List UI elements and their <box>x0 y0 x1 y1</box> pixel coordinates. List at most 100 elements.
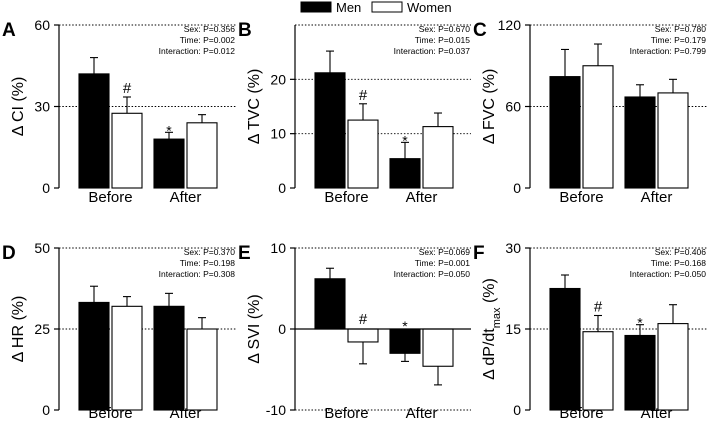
stats-text: Interaction: P=0.012 <box>159 46 236 56</box>
y-tick-label: 0 <box>42 402 50 418</box>
category-label: After <box>170 189 202 206</box>
bar-women-before <box>347 119 379 189</box>
bar-men-before <box>314 278 346 330</box>
y-tick-label: 60 <box>34 17 50 33</box>
bar-men-before <box>78 301 110 411</box>
annotation-star: * <box>402 318 408 334</box>
y-axis-label-main: Δ dP/dt <box>481 328 498 380</box>
stats-text: Sex: P=0.406 <box>655 247 707 257</box>
annotation-hash: # <box>359 311 368 328</box>
stats-text: Time: P=0.179 <box>651 35 706 45</box>
stats-text: Interaction: P=0.050 <box>394 269 471 279</box>
panel-letter: A <box>2 20 16 41</box>
y-tick-label: -10 <box>266 402 286 418</box>
category-label: Before <box>324 189 368 206</box>
bar-women-before <box>111 112 143 189</box>
bar-women-before <box>347 328 379 343</box>
annotation-star: * <box>402 132 408 148</box>
category-label: After <box>641 189 673 206</box>
legend: Men Women <box>300 0 452 15</box>
y-tick-label: 30 <box>34 99 50 115</box>
y-tick-label: 30 <box>505 240 521 256</box>
annotation-star: * <box>166 122 172 138</box>
bar-men-before <box>549 76 581 189</box>
stats-text: Time: P=0.168 <box>651 258 706 268</box>
y-tick-label: 10 <box>270 126 286 142</box>
bar-men-before <box>78 73 110 189</box>
stats-text: Interaction: P=0.037 <box>394 46 471 56</box>
category-label: After <box>641 405 673 422</box>
y-axis-label-suffix: (%) <box>481 278 498 307</box>
y-axis-label: Δ TVC (%) <box>246 69 263 145</box>
stats-text: Time: P=0.198 <box>180 258 235 268</box>
stats-text: Interaction: P=0.050 <box>630 269 707 279</box>
bar-women-after <box>657 92 689 189</box>
bar-men-after <box>389 158 421 189</box>
legend-swatch-women <box>371 1 403 13</box>
y-tick-label: 60 <box>505 99 521 115</box>
panel-letter: E <box>238 243 251 264</box>
category-label: Before <box>559 405 603 422</box>
y-axis-label-subscript: max <box>491 307 503 328</box>
y-axis-label: Δ FVC (%) <box>481 69 498 145</box>
bar-men-after <box>624 334 656 411</box>
bar-women-after <box>186 328 218 411</box>
panel-C: C Δ FVC (%) 0 60 120 Before After Sex: P=0.780T… <box>473 17 707 206</box>
y-axis-label: Δ HR (%) <box>10 296 27 363</box>
annotation-hash: # <box>594 299 603 316</box>
y-tick-label: 0 <box>513 402 521 418</box>
y-tick-label: 10 <box>270 240 286 256</box>
y-tick-label: 0 <box>513 180 521 196</box>
y-tick-label: 15 <box>505 321 521 337</box>
bar-women-after <box>657 323 689 411</box>
stats-text: Time: P=0.002 <box>180 35 235 45</box>
category-label: Before <box>88 405 132 422</box>
annotation-hash: # <box>123 80 132 97</box>
stats-text: Sex: P=0.670 <box>419 24 471 34</box>
panel-letter: F <box>473 243 485 264</box>
category-label: Before <box>559 189 603 206</box>
bar-women-after <box>186 122 218 189</box>
bar-women-before <box>111 305 143 411</box>
stats-text: Sex: P=0.356 <box>184 24 236 34</box>
panel-A: A Δ CI (%) 0 30 60 # Before * After Sex: P=0.356T… <box>2 17 236 206</box>
bar-men-before <box>549 287 581 411</box>
y-tick-label: 0 <box>278 321 286 337</box>
y-tick-label: 120 <box>498 17 522 33</box>
panel-B: B Δ TVC (%) 0 10 20 # Before * After Sex: P=0.670… <box>238 20 471 206</box>
stats-text: Time: P=0.001 <box>415 258 470 268</box>
panel-letter: B <box>238 20 252 41</box>
bar-men-after <box>153 138 185 189</box>
panel-letter: D <box>2 243 16 264</box>
stats-text: Sex: P=0.780 <box>655 24 707 34</box>
legend-label-men: Men <box>336 0 361 15</box>
panel-E: E Δ SVI (%) -10 0 10 # Before * After Sex: P=0.06… <box>238 240 471 422</box>
panel-letter: C <box>473 20 487 41</box>
stats-text: Interaction: P=0.799 <box>630 46 707 56</box>
y-tick-label: 0 <box>278 180 286 196</box>
annotation-star: * <box>637 315 643 331</box>
bar-women-before <box>582 331 614 411</box>
y-axis-label: Δ CI (%) <box>10 77 27 137</box>
panel-D: D Δ HR (%) 0 25 50 Before After Sex: P=0.370Tim… <box>2 240 236 422</box>
stats-text: Sex: P=0.069 <box>419 247 471 257</box>
bar-men-before <box>314 72 346 189</box>
legend-label-women: Women <box>407 0 452 15</box>
category-label: After <box>406 189 438 206</box>
bar-men-after <box>153 305 185 411</box>
category-label: Before <box>88 189 132 206</box>
bar-women-after <box>422 328 454 367</box>
annotation-hash: # <box>359 87 368 104</box>
y-axis-label: Δ SVI (%) <box>246 294 263 363</box>
category-label: After <box>170 405 202 422</box>
stats-text: Sex: P=0.370 <box>184 247 236 257</box>
y-axis-label: Δ dP/dtmax (%) <box>481 278 503 380</box>
bar-women-before <box>582 65 614 189</box>
y-tick-label: 50 <box>34 240 50 256</box>
legend-swatch-men <box>300 1 332 13</box>
bar-men-after <box>624 96 656 189</box>
category-label: Before <box>324 405 368 422</box>
stats-text: Interaction: P=0.308 <box>159 269 236 279</box>
